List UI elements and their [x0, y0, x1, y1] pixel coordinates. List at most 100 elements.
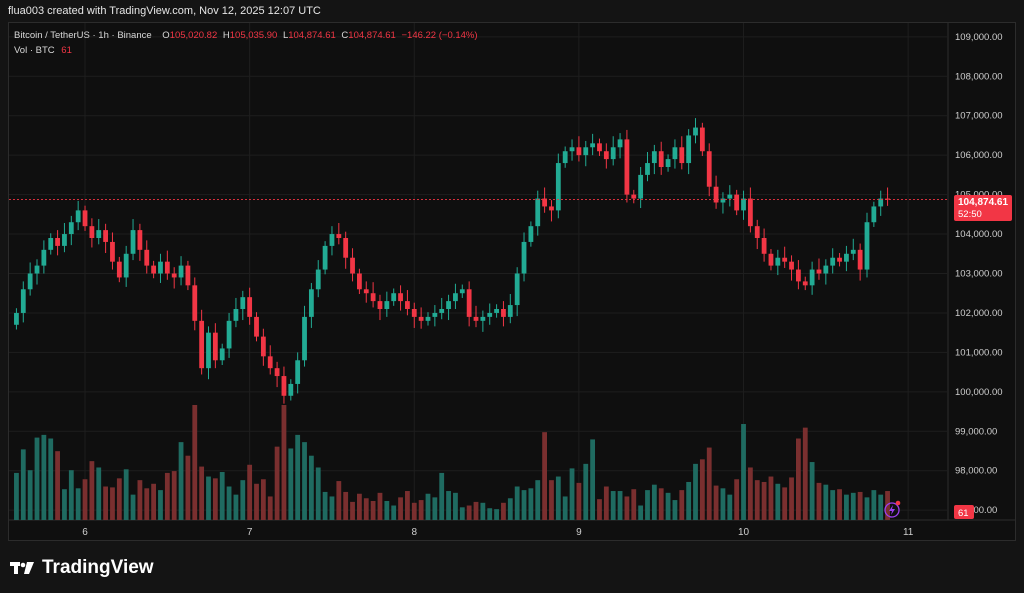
candle-body: [514, 273, 520, 306]
volume-bar: [439, 472, 445, 520]
volume-bar: [363, 498, 369, 520]
volume-bar: [233, 494, 239, 520]
candle-body: [123, 253, 129, 278]
candle-body: [850, 249, 856, 254]
x-tick-label: 6: [82, 527, 88, 538]
candle-body: [597, 143, 602, 152]
volume-bar: [343, 491, 349, 520]
volume-bar: [418, 500, 424, 520]
volume-bar: [501, 502, 506, 520]
volume-bar: [14, 472, 19, 520]
volume-bar: [158, 490, 163, 520]
volume-bar: [761, 481, 767, 520]
candle-body: [734, 194, 740, 211]
candle-body: [878, 198, 884, 207]
candle-body: [302, 316, 307, 361]
candle-body: [377, 301, 383, 309]
volume-bar: [267, 496, 273, 520]
volume-bar: [679, 490, 685, 520]
volume-bar: [651, 484, 657, 520]
volume-bar: [514, 486, 520, 520]
volume-bar: [295, 434, 301, 520]
volume-bar: [624, 496, 630, 520]
volume-bar: [336, 481, 342, 520]
open-value: 105,020.82: [169, 30, 218, 41]
volume-bar: [350, 501, 355, 520]
candle-body: [665, 159, 671, 167]
candle-body: [686, 135, 692, 164]
volume-bar: [617, 491, 623, 520]
brand-text: TradingView: [42, 557, 154, 578]
chart-panel[interactable]: 109,000.00 108,000.00 107,000.00 106,000.00…: [8, 22, 1016, 541]
candle-body: [171, 273, 177, 278]
volume-bar: [377, 492, 383, 520]
candle-body: [562, 151, 568, 164]
close-label: C: [341, 30, 349, 41]
price-axis: 109,000.00 108,000.00 107,000.00 106,000.00…: [955, 32, 1003, 516]
volume-bar: [137, 480, 143, 520]
low-label: L: [282, 30, 289, 41]
volume-bar: [329, 496, 335, 520]
volume-bar: [82, 479, 88, 520]
candle-body: [837, 257, 842, 262]
candle-body: [315, 269, 321, 290]
candle-body: [336, 234, 342, 238]
y-tick-label: 109,000.00: [955, 32, 1003, 43]
volume-bars: [14, 405, 890, 520]
candle-body: [240, 297, 246, 309]
volume-bar: [747, 467, 753, 520]
volume-bar: [171, 471, 177, 520]
volume-bar: [219, 472, 225, 520]
candle-body: [418, 316, 424, 321]
volume-bar: [75, 488, 81, 520]
volume-bar: [281, 405, 287, 520]
candle-body: [501, 309, 506, 317]
volume-bar: [473, 501, 479, 520]
vol-tag-value: 61: [958, 508, 969, 519]
candle-body: [343, 238, 349, 258]
volume-bar: [494, 509, 499, 520]
candle-body: [555, 163, 561, 211]
y-tick-label: 99,000.00: [955, 426, 997, 437]
volume-bar: [658, 488, 664, 520]
volume-bar: [665, 492, 671, 520]
candle-body: [679, 147, 685, 164]
chart-svg[interactable]: 109,000.00 108,000.00 107,000.00 106,000.00…: [9, 23, 1015, 540]
candle-body: [405, 301, 410, 309]
candle-body: [473, 316, 479, 321]
ohlc-legend: Bitcoin / TetherUS · 1h · Binance O105,0…: [14, 30, 478, 41]
alert-icon[interactable]: [884, 500, 901, 518]
candle-body: [267, 356, 273, 369]
candle-body: [816, 269, 822, 274]
volume-bar: [55, 451, 60, 520]
candle-body: [549, 206, 554, 211]
vol-tag: 61: [954, 505, 974, 519]
volume-bar: [535, 480, 541, 520]
volume-bar: [27, 470, 33, 520]
candle-body: [75, 210, 81, 223]
candle-body: [857, 249, 863, 270]
price-tag-countdown: 52:50: [958, 209, 982, 220]
candle-body: [219, 348, 225, 361]
y-tick-label: 101,000.00: [955, 347, 1003, 358]
volume-bar: [288, 448, 294, 520]
volume-bar: [720, 488, 726, 520]
candle-body: [754, 226, 760, 238]
volume-bar: [864, 497, 870, 520]
candle-body: [158, 261, 163, 274]
candle-body: [775, 257, 781, 266]
candle-body: [281, 376, 287, 396]
change-value: −146.22 (−0.14%): [401, 30, 478, 41]
volume-bar: [549, 480, 554, 520]
volume-bar: [631, 489, 637, 520]
volume-bar: [322, 491, 328, 520]
candle-body: [288, 383, 294, 396]
y-tick-label: 102,000.00: [955, 308, 1003, 319]
x-tick-label: 7: [247, 527, 253, 538]
candle-body: [350, 257, 355, 274]
volume-bar: [260, 479, 266, 520]
candle-body: [62, 234, 67, 246]
volume-bar: [459, 507, 465, 520]
candle-body: [178, 265, 184, 278]
volume-bar: [199, 466, 205, 520]
